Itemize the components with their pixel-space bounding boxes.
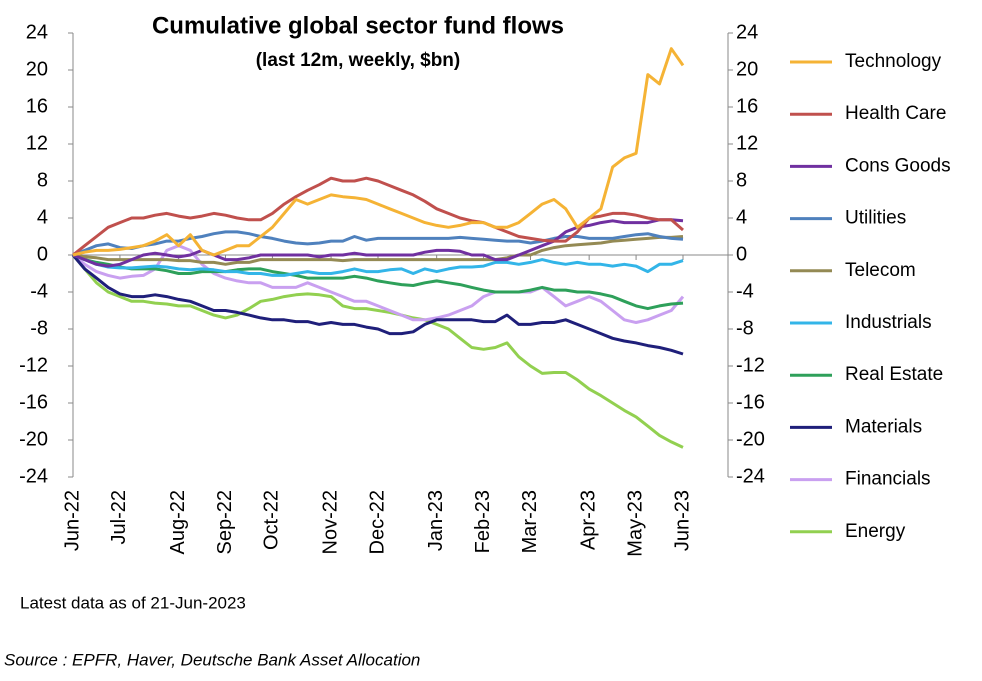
legend-label: Materials (845, 416, 922, 437)
y2-tick-label: -20 (736, 428, 765, 450)
x-tick-label: May-23 (624, 490, 646, 557)
y2-tick-label: -24 (736, 465, 765, 487)
series-line (71, 254, 684, 356)
y-tick-label: 8 (37, 169, 48, 191)
y2-tick-label: -12 (736, 354, 765, 376)
y-tick-label: -24 (19, 465, 48, 487)
y-tick-label: 16 (26, 95, 48, 117)
y2-tick-label: -8 (736, 317, 754, 339)
x-tick-label: Jun-22 (61, 490, 83, 551)
legend-label: Industrials (845, 312, 932, 333)
legend-label: Health Care (845, 103, 946, 124)
y-tick-label: -8 (30, 317, 48, 339)
legend-label: Utilities (845, 208, 906, 229)
x-tick-label: Dec-22 (366, 490, 388, 554)
y2-tick-label: 8 (736, 169, 747, 191)
legend-label: Telecom (845, 260, 916, 281)
series-line (72, 253, 684, 311)
source: Source : EPFR, Haver, Deutsche Bank Asse… (4, 650, 420, 669)
series-line (72, 244, 685, 324)
y2-tick-label: 4 (736, 206, 747, 228)
x-tick-label: Sep-22 (214, 490, 236, 555)
y2-tick-label: 0 (736, 243, 747, 265)
note: Latest data as of 21-Jun-2023 (20, 593, 246, 612)
y2-tick-label: -16 (736, 391, 765, 413)
y2-tick-label: 24 (736, 21, 758, 43)
y-tick-label: 24 (26, 21, 48, 43)
x-tick-label: Mar-23 (519, 490, 541, 553)
x-tick-label: Jul-22 (108, 490, 130, 544)
y-tick-label: 4 (37, 206, 48, 228)
y2-tick-label: -4 (736, 280, 754, 302)
x-tick-label: Apr-23 (577, 490, 599, 550)
y-tick-label: 20 (26, 58, 48, 80)
legend-label: Financials (845, 469, 931, 490)
x-tick-label: Feb-23 (472, 490, 494, 553)
x-tick-label: Oct-22 (261, 490, 283, 550)
x-tick-label: Jan-23 (425, 490, 447, 551)
series-line (72, 47, 685, 257)
y-tick-label: 0 (37, 243, 48, 265)
y-tick-label: -16 (19, 391, 48, 413)
series-line (72, 235, 684, 266)
y-tick-label: -4 (30, 280, 48, 302)
y-tick-label: -20 (19, 428, 48, 450)
y-tick-label: -12 (19, 354, 48, 376)
legend-label: Technology (845, 51, 942, 72)
y2-tick-label: 20 (736, 58, 758, 80)
series-line (72, 176, 684, 257)
legend-label: Real Estate (845, 364, 943, 385)
x-tick-label: Jun-23 (671, 490, 693, 551)
chart-subtitle: (last 12m, weekly, $bn) (256, 50, 461, 71)
y2-tick-label: 12 (736, 132, 758, 154)
y2-tick-label: 16 (736, 95, 758, 117)
legend-label: Cons Goods (845, 155, 951, 176)
series-line (71, 254, 684, 449)
legend-label: Energy (845, 521, 906, 542)
x-tick-label: Nov-22 (319, 490, 341, 554)
series-line (72, 253, 684, 277)
y-tick-label: 12 (26, 132, 48, 154)
chart-title: Cumulative global sector fund flows (152, 12, 564, 39)
x-tick-label: Aug-22 (167, 490, 189, 555)
